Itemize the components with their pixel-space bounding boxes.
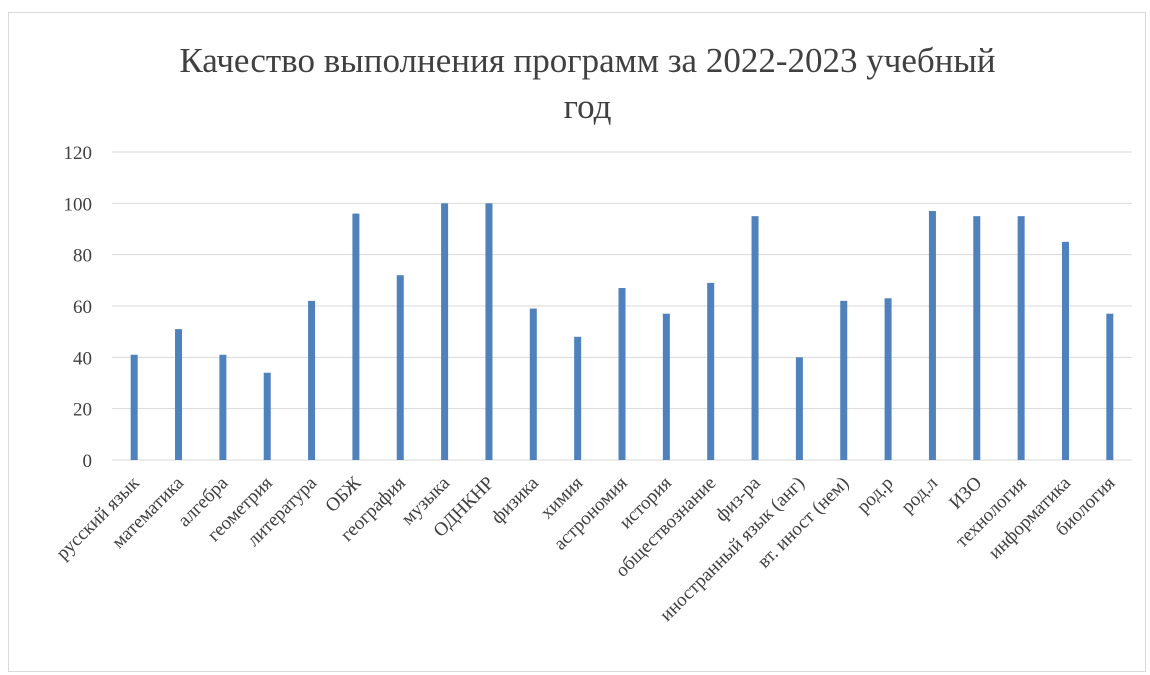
chart-title: Качество выполнения программ за 2022-202… [0, 38, 1150, 130]
bar [1017, 216, 1025, 460]
bar [263, 372, 271, 460]
bar [973, 216, 981, 460]
bar [1061, 241, 1069, 460]
bar [441, 203, 449, 461]
chart-title-line1: Качество выполнения программ за 2022-202… [179, 41, 996, 80]
bar [751, 216, 759, 460]
x-tick-label: род.л [897, 472, 942, 517]
chart-title-line2: год [563, 87, 612, 126]
bar [219, 354, 227, 460]
y-tick-label: 80 [73, 246, 92, 267]
bar [175, 329, 183, 460]
y-tick-label: 40 [73, 348, 92, 369]
bar [308, 300, 316, 460]
y-tick-label: 0 [83, 451, 93, 472]
y-tick-label: 120 [64, 143, 93, 164]
bar [707, 282, 715, 460]
bar [795, 357, 803, 460]
bar [485, 203, 493, 461]
bar [130, 354, 138, 460]
x-tick-label: физика [487, 472, 543, 528]
bar [396, 275, 404, 460]
bar [574, 336, 582, 460]
bar [662, 313, 670, 460]
bar [352, 213, 360, 460]
bar [529, 308, 537, 460]
bar [618, 288, 626, 460]
bar [928, 211, 936, 460]
y-tick-label: 20 [73, 400, 92, 421]
x-tick-label: род.р [853, 473, 898, 518]
bar [840, 300, 848, 460]
y-tick-label: 100 [64, 194, 93, 215]
y-tick-label: 60 [73, 297, 92, 318]
bar [884, 298, 892, 460]
bar [1106, 313, 1114, 460]
